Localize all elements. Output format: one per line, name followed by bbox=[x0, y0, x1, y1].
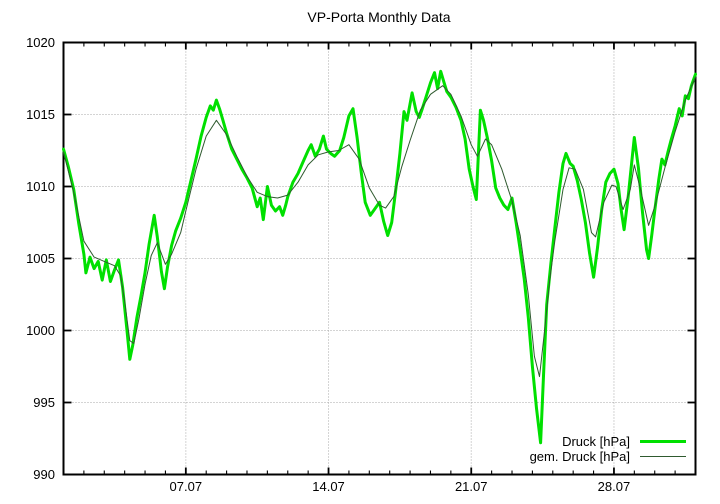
y-tick-label: 1010 bbox=[26, 178, 55, 194]
x-tick-label: 07.07 bbox=[169, 479, 203, 494]
legend-label-gem-druck: gem. Druck [hPa] bbox=[529, 449, 630, 464]
smoothed-pressure-series-line bbox=[63, 76, 696, 378]
x-tick-label: 21.07 bbox=[454, 479, 488, 494]
legend-label-druck: Druck [hPa] bbox=[562, 434, 630, 449]
y-tick-label: 1015 bbox=[26, 106, 55, 122]
legend-line-sample-druck bbox=[640, 440, 686, 443]
y-tick-label: 1000 bbox=[26, 322, 55, 338]
y-tick-label: 995 bbox=[33, 394, 55, 410]
plot-border bbox=[62, 41, 697, 476]
legend-line-sample-gem-druck bbox=[640, 456, 686, 457]
pressure-series-line bbox=[62, 69, 697, 445]
chart-title: VP-Porta Monthly Data bbox=[307, 9, 451, 25]
x-tick-label: 14.07 bbox=[312, 479, 345, 494]
legend: Druck [hPa] gem. Druck [hPa] bbox=[530, 434, 686, 464]
x-tick-label: 28.07 bbox=[597, 479, 631, 494]
y-tick-label: 1005 bbox=[26, 250, 55, 266]
y-tick-label: 990 bbox=[33, 466, 55, 482]
y-tick-label: 1020 bbox=[26, 34, 55, 50]
